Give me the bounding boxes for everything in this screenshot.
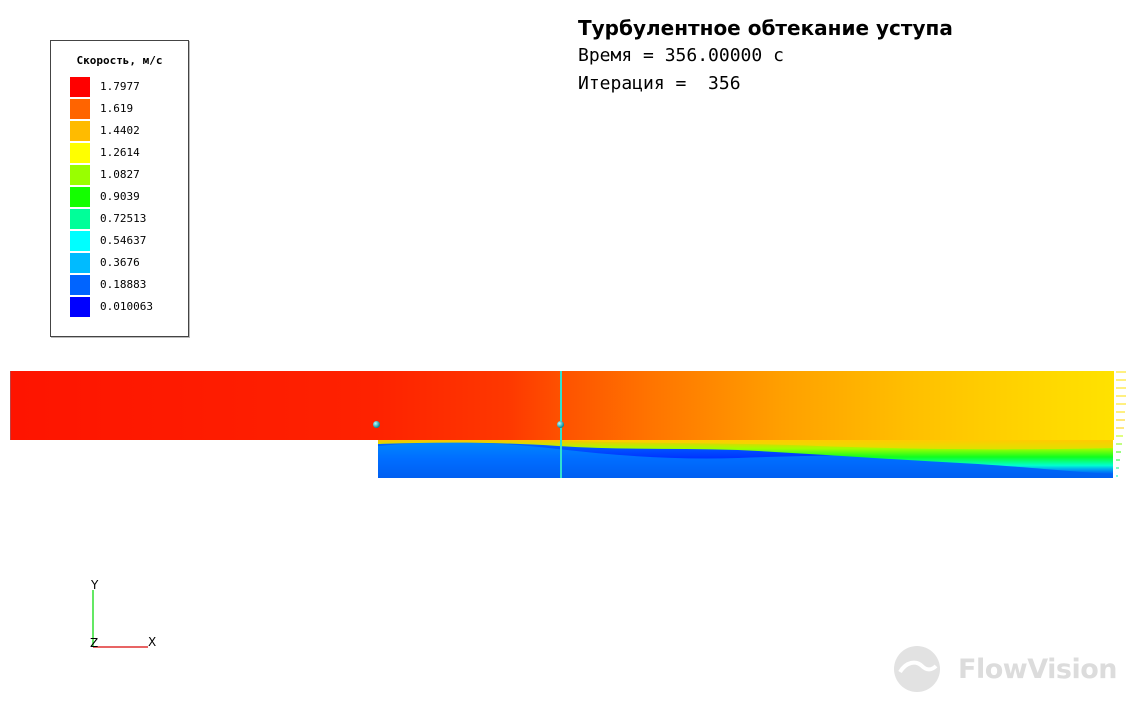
legend-swatch [70, 187, 90, 207]
legend-swatch [70, 77, 90, 97]
iteration-readout: Итерация = 356 [578, 73, 741, 94]
legend-label: 0.72513 [100, 212, 147, 225]
legend-swatch [70, 209, 90, 229]
simulation-title: Турбулентное обтекание уступа [578, 16, 953, 40]
probe-point [557, 421, 564, 428]
legend-swatch [70, 99, 90, 119]
x-axis-label: X [148, 635, 157, 649]
velocity-legend: Скорость, м/с 1.7977 1.619 1.4402 1.2614… [50, 40, 189, 337]
legend-swatch [70, 231, 90, 251]
legend-swatch [70, 297, 90, 317]
simulation-info: Турбулентное обтекание уступа Время = 35… [578, 14, 953, 98]
flowvision-logo-text: FlowVision [958, 654, 1117, 685]
legend-label: 1.619 [100, 102, 134, 115]
axis-lines [92, 590, 148, 648]
legend-label: 1.0827 [100, 168, 140, 181]
legend-label: 0.54637 [100, 234, 147, 247]
flow-field-lower [378, 440, 1113, 478]
legend-label: 1.7977 [100, 80, 140, 93]
flow-field-upper [10, 371, 1114, 440]
legend-swatch [70, 275, 90, 295]
legend-label: 0.3676 [100, 256, 140, 269]
legend-label: 0.9039 [100, 190, 140, 203]
flowvision-logo: FlowVision [894, 644, 1117, 694]
legend-label: 1.4402 [100, 124, 140, 137]
legend-title: Скорость, м/с [76, 54, 163, 67]
time-readout: Время = 356.00000 с [578, 45, 784, 66]
legend-label: 0.18883 [100, 278, 147, 291]
legend-swatch [70, 143, 90, 163]
legend-label: 0.010063 [100, 300, 153, 313]
velocity-vectors [1116, 371, 1126, 477]
probe-point [373, 421, 380, 428]
z-axis-label: Z [90, 636, 99, 650]
axis-triad: Y Z X [82, 578, 172, 658]
y-axis-label: Y [91, 578, 99, 592]
legend-swatch [70, 253, 90, 273]
legend-label: 1.2614 [100, 146, 140, 159]
flowvision-logo-icon [894, 646, 940, 692]
legend-swatch [70, 165, 90, 185]
legend-swatch [70, 121, 90, 141]
